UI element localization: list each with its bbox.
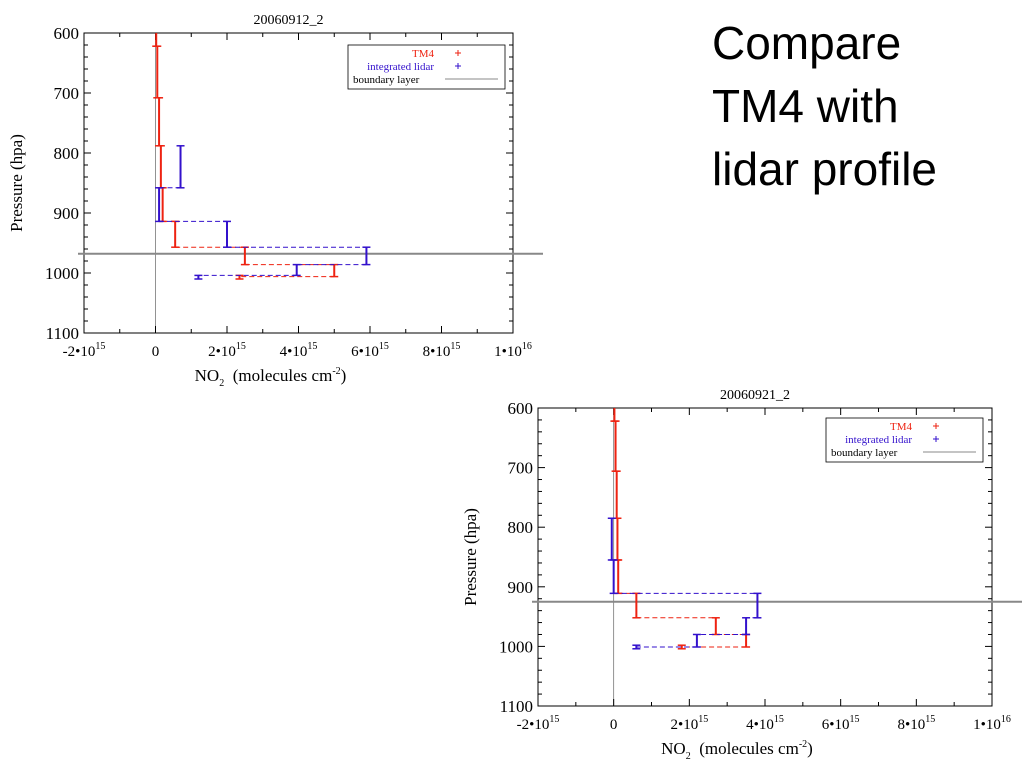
tick-exponent: 15 xyxy=(698,714,708,725)
x-label-rest: (molecules cm xyxy=(224,366,332,385)
x-label-main: NO xyxy=(195,366,220,385)
tick-exponent: 15 xyxy=(925,714,935,725)
slide-title-line: TM4 with xyxy=(712,80,899,132)
chart-title: 20060921_2 xyxy=(720,388,790,403)
x-label-rest: (molecules cm xyxy=(691,739,799,758)
legend-boundary-layer-label: boundary layer xyxy=(831,447,898,459)
tick-exponent: 16 xyxy=(522,341,532,352)
tick-mantissa: 2•10 xyxy=(670,717,698,733)
y-tick-label: 900 xyxy=(54,204,80,223)
legend-box xyxy=(825,417,984,463)
legend-tm4-label: TM4 xyxy=(412,48,435,60)
tick-exponent: 15 xyxy=(95,341,105,352)
legend-boundary-layer-label: boundary layer xyxy=(353,74,420,86)
tick-mantissa: 8•10 xyxy=(897,717,925,733)
x-label-subscript: 2 xyxy=(219,378,224,389)
x-label-superscript: -2 xyxy=(799,739,807,750)
y-tick-label: 900 xyxy=(508,578,534,597)
x-tick-label: 1•1016 xyxy=(494,341,532,360)
y-tick-label: 800 xyxy=(54,144,80,163)
x-tick-label: 2•1015 xyxy=(670,714,708,733)
x-tick-label: 1•1016 xyxy=(973,714,1011,733)
x-tick-label: 6•1015 xyxy=(351,341,389,360)
x-tick-label: 4•1015 xyxy=(280,341,318,360)
x-tick-label: 0 xyxy=(610,717,618,733)
tick-exponent: 15 xyxy=(450,341,460,352)
lidar-profile xyxy=(607,517,762,650)
y-tick-label: 1000 xyxy=(45,264,79,283)
x-label-subscript: 2 xyxy=(686,751,691,762)
slide-title-line: lidar profile xyxy=(712,143,937,195)
tick-exponent: 15 xyxy=(379,341,389,352)
tick-mantissa: 6•10 xyxy=(351,344,379,360)
tick-mantissa: 1•10 xyxy=(494,344,522,360)
x-tick-label: 6•1015 xyxy=(822,714,860,733)
tick-exponent: 16 xyxy=(1001,714,1011,725)
x-label-main: NO xyxy=(661,739,686,758)
tick-mantissa: 6•10 xyxy=(822,717,850,733)
legend-box xyxy=(347,44,506,90)
y-tick-label: 800 xyxy=(508,518,534,537)
y-tick-label: 1100 xyxy=(46,324,79,343)
chart-title: 20060912_2 xyxy=(254,13,324,28)
tick-exponent: 15 xyxy=(850,714,860,725)
x-axis-label: NO2 (molecules cm-2) xyxy=(661,739,813,762)
tick-exponent: 15 xyxy=(549,714,559,725)
y-tick-label: 1000 xyxy=(499,637,533,656)
x-tick-label: 2•1015 xyxy=(208,341,246,360)
y-tick-label: 700 xyxy=(54,84,80,103)
y-axis-label: Pressure (hpa) xyxy=(461,508,480,606)
x-tick-label: -2•1015 xyxy=(517,714,560,733)
y-tick-label: 600 xyxy=(54,24,80,43)
legend-integrated-lidar-label: integrated lidar xyxy=(845,434,912,446)
legend-tm4-label: TM4 xyxy=(890,421,913,433)
tick-mantissa: -2•10 xyxy=(63,344,96,360)
y-tick-label: 1100 xyxy=(500,697,533,716)
tick-mantissa: 0 xyxy=(610,717,618,733)
x-tick-label: 4•1015 xyxy=(746,714,784,733)
tick-mantissa: 8•10 xyxy=(423,344,451,360)
x-axis-label: NO2 (molecules cm-2) xyxy=(195,366,347,389)
slide-title: Compare TM4 with lidar profile xyxy=(712,12,1012,201)
tick-mantissa: 0 xyxy=(152,344,160,360)
tick-exponent: 15 xyxy=(307,341,317,352)
y-tick-label: 600 xyxy=(508,399,534,418)
lidar-profile xyxy=(155,145,371,280)
tick-exponent: 15 xyxy=(236,341,246,352)
tick-mantissa: 2•10 xyxy=(208,344,236,360)
tick-mantissa: 1•10 xyxy=(973,717,1001,733)
x-tick-label: 8•1015 xyxy=(423,341,461,360)
x-label-close: ) xyxy=(341,366,347,385)
tick-exponent: 15 xyxy=(774,714,784,725)
tick-mantissa: 4•10 xyxy=(280,344,308,360)
x-label-close: ) xyxy=(807,739,813,758)
y-axis-label: Pressure (hpa) xyxy=(7,134,26,232)
x-tick-label: 0 xyxy=(152,344,160,360)
legend-integrated-lidar-label: integrated lidar xyxy=(367,61,434,73)
tm4-profile xyxy=(610,408,751,650)
x-tick-label: 8•1015 xyxy=(897,714,935,733)
x-tick-label: -2•1015 xyxy=(63,341,106,360)
tick-mantissa: -2•10 xyxy=(517,717,550,733)
tick-mantissa: 4•10 xyxy=(746,717,774,733)
y-tick-label: 700 xyxy=(508,459,534,478)
slide-title-line: Compare xyxy=(712,17,902,69)
x-label-superscript: -2 xyxy=(332,366,340,377)
